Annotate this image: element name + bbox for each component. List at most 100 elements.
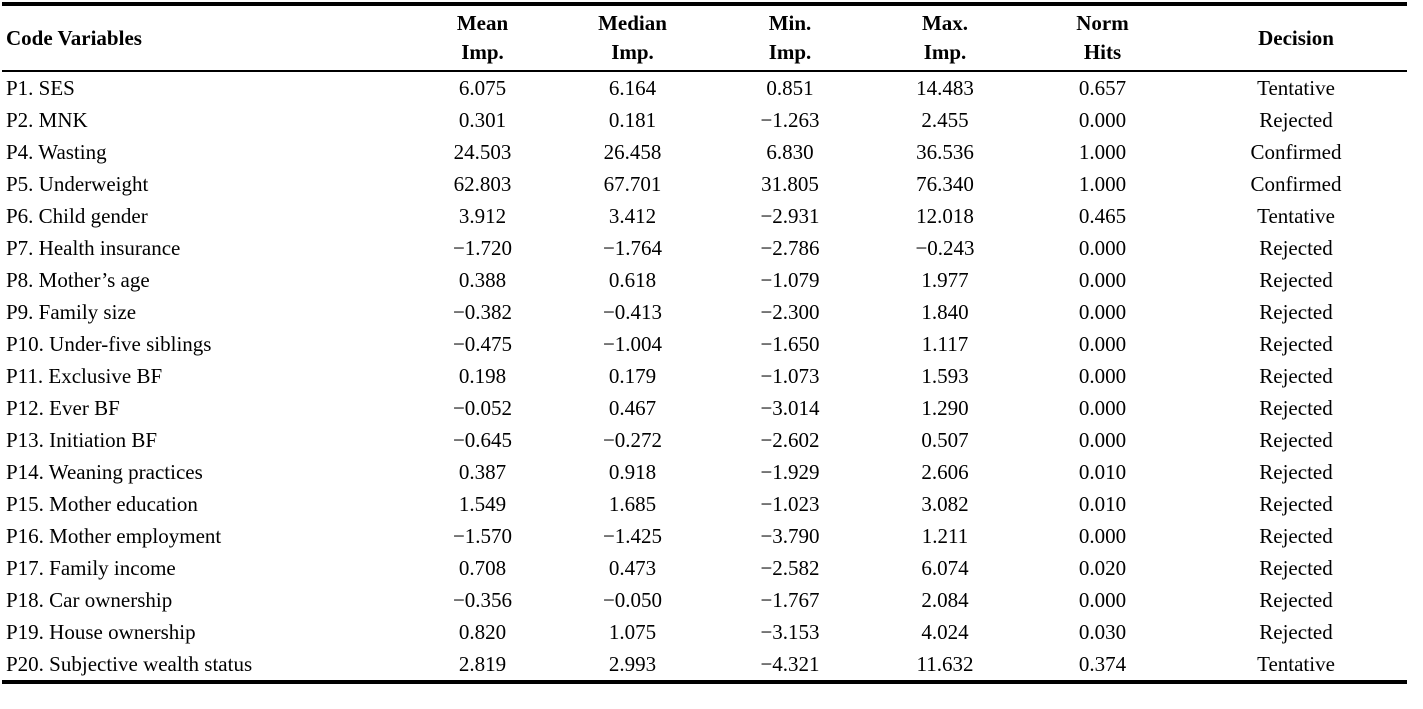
cell-decision: Rejected — [1259, 588, 1333, 612]
cell-variable: P6. Child gender — [6, 204, 148, 228]
cell-median: 0.918 — [608, 460, 657, 484]
col-header-line: Imp. — [923, 40, 967, 64]
cell-median: 0.467 — [608, 396, 657, 420]
col-header-line: Norm — [1076, 11, 1129, 35]
col-header-decision: Decision — [1185, 4, 1407, 71]
cell-median: −0.413 — [602, 300, 663, 324]
cell-decision: Rejected — [1259, 236, 1333, 260]
cell-mean: −0.356 — [452, 588, 513, 612]
cell-norm-hits: 0.010 — [1078, 492, 1127, 516]
cell-variable: P18. Car ownership — [6, 588, 173, 612]
cell-variable: P5. Underweight — [6, 172, 149, 196]
cell-decision: Rejected — [1259, 108, 1333, 132]
col-header-line: Hits — [1083, 40, 1122, 64]
cell-norm-hits: 0.000 — [1078, 268, 1127, 292]
cell-decision: Tentative — [1257, 204, 1335, 228]
col-header-code-variables: Code Variables — [2, 4, 410, 71]
cell-decision: Rejected — [1259, 396, 1333, 420]
cell-min: −3.014 — [760, 396, 820, 420]
cell-norm-hits: 0.000 — [1078, 428, 1127, 452]
cell-max: 1.211 — [921, 524, 969, 548]
cell-min: −1.023 — [760, 492, 820, 516]
cell-max: 2.455 — [921, 108, 969, 132]
cell-min: −1.650 — [760, 332, 820, 356]
cell-min: −1.079 — [760, 268, 820, 292]
cell-min: −3.790 — [760, 524, 820, 548]
cell-min: 0.851 — [766, 76, 814, 100]
table-row: P14. Weaning practices 0.387 0.918 −1.929 2.… — [2, 456, 1407, 488]
cell-norm-hits: 0.465 — [1078, 204, 1127, 228]
cell-min: −1.767 — [760, 588, 820, 612]
cell-decision: Confirmed — [1250, 172, 1342, 196]
cell-max: 4.024 — [921, 620, 969, 644]
cell-variable: P12. Ever BF — [6, 396, 120, 420]
cell-min: −4.321 — [760, 652, 820, 676]
cell-variable: P7. Health insurance — [6, 236, 181, 260]
cell-norm-hits: 0.657 — [1078, 76, 1127, 100]
cell-mean: 2.819 — [458, 652, 507, 676]
cell-norm-hits: 0.000 — [1078, 588, 1127, 612]
col-header-line: Decision — [1258, 25, 1334, 50]
table-header: Code Variables Mean Imp. Median Imp. Min… — [2, 4, 1407, 71]
cell-variable: P4. Wasting — [6, 140, 107, 164]
cell-norm-hits: 0.000 — [1078, 524, 1127, 548]
cell-variable: P1. SES — [6, 76, 75, 100]
cell-mean: 24.503 — [453, 140, 512, 164]
cell-decision: Rejected — [1259, 460, 1333, 484]
cell-min: −2.602 — [760, 428, 820, 452]
cell-norm-hits: 0.000 — [1078, 396, 1127, 420]
cell-min: −1.929 — [760, 460, 820, 484]
cell-median: 67.701 — [603, 172, 662, 196]
cell-decision: Rejected — [1259, 268, 1333, 292]
cell-decision: Rejected — [1259, 556, 1333, 580]
cell-variable: P9. Family size — [6, 300, 137, 324]
col-header-norm-hits: Norm Hits — [1020, 4, 1185, 71]
cell-max: 11.632 — [916, 652, 974, 676]
cell-mean: −0.382 — [452, 300, 513, 324]
table-row: P20. Subjective wealth status 2.819 2.993 −… — [2, 648, 1407, 682]
cell-max: 1.977 — [921, 268, 969, 292]
cell-decision: Rejected — [1259, 428, 1333, 452]
cell-variable: P15. Mother education — [6, 492, 198, 516]
cell-decision: Rejected — [1259, 364, 1333, 388]
cell-median: 0.473 — [608, 556, 657, 580]
cell-mean: 0.387 — [458, 460, 507, 484]
cell-median: −1.764 — [602, 236, 663, 260]
table-row: P1. SES 6.075 6.164 0.851 14.483 0.657 Tentati… — [2, 71, 1407, 104]
col-header-max-imp: Max. Imp. — [870, 4, 1020, 71]
cell-decision: Rejected — [1259, 300, 1333, 324]
cell-max: 14.483 — [916, 76, 974, 100]
cell-variable: P10. Under-five siblings — [6, 332, 212, 356]
cell-variable: P8. Mother’s age — [6, 268, 150, 292]
cell-variable: P17. Family income — [6, 556, 176, 580]
cell-norm-hits: 0.374 — [1078, 652, 1127, 676]
cell-max: 6.074 — [921, 556, 969, 580]
cell-min: −2.582 — [760, 556, 820, 580]
cell-median: 1.685 — [608, 492, 657, 516]
cell-norm-hits: 1.000 — [1078, 172, 1127, 196]
cell-min: −2.786 — [760, 236, 820, 260]
cell-norm-hits: 0.000 — [1078, 332, 1127, 356]
cell-mean: −0.052 — [452, 396, 513, 420]
cell-max: 76.340 — [916, 172, 974, 196]
cell-variable: P13. Initiation BF — [6, 428, 158, 452]
cell-min: −3.153 — [760, 620, 820, 644]
cell-decision: Tentative — [1257, 76, 1335, 100]
col-header-line: Min. — [768, 11, 812, 35]
table-row: P4. Wasting 24.503 26.458 6.830 36.536 1.000 C… — [2, 136, 1407, 168]
cell-norm-hits: 0.030 — [1078, 620, 1127, 644]
cell-median: 6.164 — [608, 76, 657, 100]
cell-max: 1.290 — [921, 396, 969, 420]
cell-mean: 0.301 — [458, 108, 507, 132]
table-row: P8. Mother’s age 0.388 0.618 −1.079 1.977 0.0… — [2, 264, 1407, 296]
cell-variable: P2. MNK — [6, 108, 88, 132]
cell-median: 2.993 — [608, 652, 657, 676]
cell-decision: Tentative — [1257, 652, 1335, 676]
cell-median: −1.425 — [602, 524, 663, 548]
cell-mean: −0.475 — [452, 332, 513, 356]
col-header-line: Imp. — [461, 40, 504, 64]
col-header-line: Mean — [456, 11, 509, 35]
table-row: P5. Underweight 62.803 67.701 31.805 76.340 1… — [2, 168, 1407, 200]
col-header-line: Code Variables — [6, 25, 142, 50]
cell-norm-hits: 0.000 — [1078, 364, 1127, 388]
